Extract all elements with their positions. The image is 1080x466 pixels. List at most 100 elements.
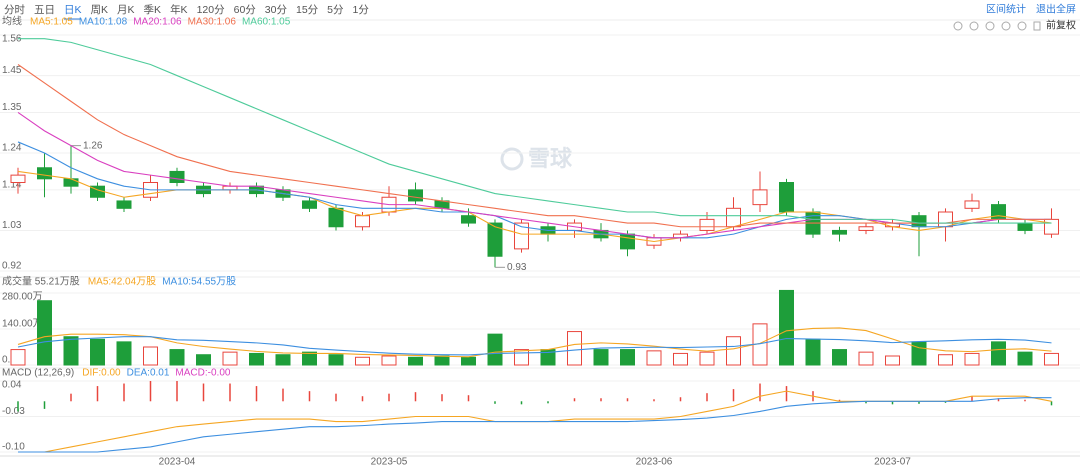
volume-bar [514, 349, 529, 366]
tab[interactable]: 日K [64, 4, 82, 16]
volume-bar [355, 356, 370, 366]
tab[interactable]: 年K [170, 3, 188, 16]
annotation: 1.26 [83, 140, 103, 151]
legend-entry: DIF:0.00 [82, 368, 121, 379]
icon[interactable] [1017, 21, 1027, 31]
x-tick-label: 2023-07 [874, 457, 911, 466]
candle-body [964, 200, 980, 209]
volume-bar [461, 356, 476, 366]
action-button[interactable]: 区间统计 [986, 3, 1026, 16]
volume-bar [779, 289, 794, 366]
legend-entry: MA20:1.06 [133, 17, 182, 28]
candle-body [487, 222, 503, 257]
icon[interactable] [1001, 21, 1011, 31]
tool-icons [953, 21, 1041, 31]
annotation: 0.93 [507, 262, 527, 273]
volume-bar [964, 352, 980, 366]
tab[interactable]: 60分 [234, 4, 257, 16]
line-series [17, 336, 1052, 356]
volume-bar [646, 350, 662, 366]
tab[interactable]: 月K [117, 4, 135, 16]
volume-bar [858, 351, 874, 366]
icon[interactable] [969, 21, 979, 31]
candle-body [408, 189, 423, 202]
volume-bar [37, 300, 52, 366]
legend-entry: MA10:54.55万股 [162, 276, 236, 288]
volume-bar [1044, 352, 1059, 366]
tab[interactable]: 分时 [4, 4, 25, 16]
volume-bar [434, 355, 450, 366]
candle-body [779, 182, 794, 213]
volume-bar [567, 331, 582, 366]
line-series [17, 327, 1052, 358]
candle-body [37, 167, 52, 180]
y-tick-label: 0.04 [2, 380, 22, 391]
panel-title: 均线 [2, 15, 22, 28]
tab[interactable]: 5分 [327, 4, 344, 16]
y-tick-label: 0.92 [2, 261, 22, 272]
candle-body [302, 200, 317, 209]
volume-bar [275, 354, 291, 366]
candle-body [699, 218, 715, 231]
tab[interactable]: 1分 [353, 4, 370, 16]
volume-bar [1017, 351, 1033, 366]
volume-bar [620, 349, 635, 366]
x-tick-label: 2023-04 [159, 457, 196, 466]
tab[interactable]: 15分 [296, 4, 319, 16]
line-series [18, 397, 1052, 453]
y-tick-label: 1.45 [2, 65, 22, 76]
tab[interactable]: 五日 [34, 4, 55, 16]
y-tick-label: 280.00万 [2, 292, 43, 303]
volume-bar [832, 349, 847, 366]
candle-body [938, 211, 953, 228]
icon[interactable] [953, 21, 963, 31]
candle-body [116, 200, 132, 209]
icon[interactable] [1033, 21, 1041, 31]
volume-bar [408, 356, 423, 366]
candle-body [328, 207, 344, 228]
x-tick-label: 2023-05 [371, 457, 408, 466]
volume-bar [302, 351, 317, 366]
tab[interactable]: 120分 [197, 4, 226, 16]
candle-body [169, 170, 185, 183]
tab[interactable]: 30分 [265, 4, 288, 16]
watermark: 雪球 [528, 146, 573, 171]
volume-bar [196, 354, 211, 366]
candle-body [10, 174, 26, 183]
panel-title: 成交量 55.21万股 [2, 275, 80, 288]
volume-bar [885, 355, 900, 366]
candle-body [355, 215, 370, 228]
volume-bar [90, 338, 105, 366]
volume-bar [673, 352, 688, 366]
x-tick-label: 2023-06 [636, 457, 673, 466]
candle-body [752, 189, 768, 206]
volume-bar [991, 341, 1006, 366]
y-tick-label: 1.56 [2, 34, 22, 45]
volume-bar [10, 349, 26, 366]
legend-entry: MA5:42.04万股 [88, 276, 156, 288]
volume-bar [938, 354, 953, 366]
y-tick-label: 1.24 [2, 143, 22, 154]
line-series [17, 111, 1052, 239]
volume-bar [805, 338, 821, 366]
logo-icon [500, 147, 524, 171]
volume-bar [169, 349, 185, 366]
adjust-mode[interactable]: 前复权 [1046, 19, 1076, 32]
y-tick-label: 1.35 [2, 102, 22, 113]
tab[interactable]: 周K [91, 4, 109, 16]
candle-body [63, 178, 79, 187]
volume-bar [726, 336, 741, 366]
candle-body [1017, 222, 1033, 231]
icon[interactable] [985, 21, 995, 31]
candle-body [911, 215, 927, 228]
legend-entry: MA5:1.05 [30, 17, 73, 28]
volume-bar [593, 349, 609, 366]
panel-title: MACD (12,26,9) [2, 368, 74, 379]
volume-bar [63, 336, 79, 366]
legend-entry: MA30:1.06 [188, 17, 237, 28]
volume-bar [328, 354, 344, 366]
action-button[interactable]: 退出全屏 [1036, 3, 1076, 16]
tab[interactable]: 季K [144, 4, 162, 16]
legend-entry: MA60:1.05 [242, 17, 291, 28]
